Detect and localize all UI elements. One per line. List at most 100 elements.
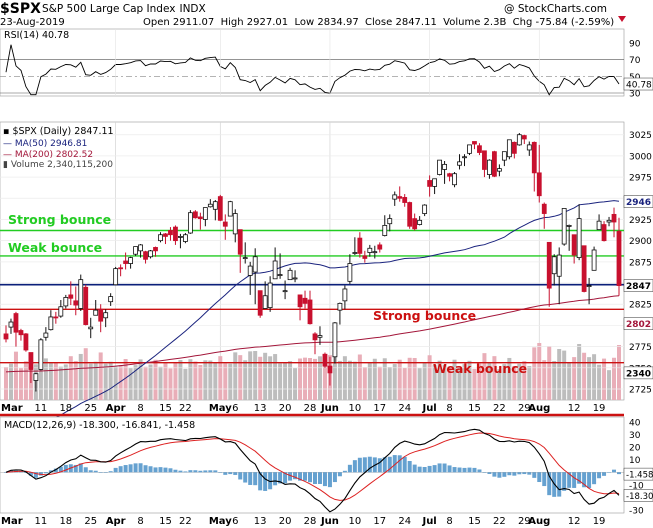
x-axis-macd: Mar 11 18 25 Apr 8 15 22 May 6 13 20 28 Jun 10 17 24 Jul 8… bbox=[1, 516, 605, 527]
candle-body bbox=[322, 353, 328, 367]
x-tick-label: 6 bbox=[232, 403, 238, 414]
candle-body bbox=[467, 144, 472, 154]
annotation-strong-bounce-red: Strong bounce bbox=[373, 308, 476, 323]
macd-hist-bar bbox=[63, 464, 68, 473]
candle-body bbox=[222, 221, 228, 227]
macd-hist-bar bbox=[397, 455, 402, 473]
down-triangle-icon bbox=[618, 16, 626, 22]
price-panel: 3025300029752950292529002875285028252800… bbox=[0, 29, 653, 513]
candle-body bbox=[43, 332, 49, 338]
candle-body bbox=[212, 201, 218, 210]
candle-body bbox=[277, 274, 283, 276]
candle-body bbox=[551, 256, 557, 275]
macd-hist-bar bbox=[78, 463, 83, 473]
candle-body bbox=[541, 203, 547, 214]
volume-bar bbox=[128, 368, 133, 400]
volume-bar bbox=[517, 363, 522, 400]
candle-body bbox=[372, 251, 378, 254]
volume-bar bbox=[258, 356, 263, 400]
macd-hist-bar bbox=[228, 472, 233, 475]
candle-body bbox=[596, 220, 602, 231]
macd-hist-bar bbox=[392, 455, 397, 473]
macd-hist-bar bbox=[263, 472, 268, 491]
candle-body bbox=[422, 204, 428, 214]
candle-body bbox=[68, 294, 74, 299]
volume-bar bbox=[547, 346, 552, 400]
candle-body bbox=[382, 225, 388, 236]
candle-body bbox=[183, 234, 188, 242]
macd-hist-bar bbox=[213, 470, 218, 473]
x-tick-label: 17 bbox=[373, 403, 386, 414]
macd-hist-bar bbox=[462, 467, 467, 473]
candle-body bbox=[138, 244, 143, 252]
candle-body bbox=[377, 244, 383, 250]
candle-body bbox=[526, 144, 532, 151]
candle-body bbox=[217, 196, 223, 221]
candle-body bbox=[432, 178, 438, 187]
volume-bar bbox=[283, 362, 288, 400]
macd-hist-bar bbox=[148, 466, 153, 473]
volume-bar bbox=[248, 351, 253, 400]
volume-bar bbox=[4, 367, 8, 400]
candle-body bbox=[462, 156, 467, 159]
macd-tick-label: 40 bbox=[629, 419, 641, 429]
candle-body bbox=[13, 313, 19, 333]
volume-bar bbox=[13, 351, 18, 400]
x-tick-label: 28 bbox=[304, 403, 317, 414]
volume-bar bbox=[467, 360, 472, 400]
macd-hist-bar bbox=[233, 472, 238, 475]
volume-bar bbox=[402, 367, 407, 400]
macd-hist-bar bbox=[572, 472, 577, 488]
x-tick-label: Mar bbox=[1, 403, 23, 414]
volume-bar bbox=[317, 356, 322, 400]
macd-hist-bar bbox=[352, 460, 357, 473]
candle-body bbox=[312, 333, 318, 341]
volume-bar bbox=[577, 344, 582, 400]
price-tick-label: 2900 bbox=[629, 237, 652, 247]
x-tick-label-bottom: 22 bbox=[179, 516, 192, 527]
volume-bar bbox=[133, 365, 138, 400]
macd-hist-bar bbox=[507, 472, 512, 476]
macd-hist-bar bbox=[497, 472, 502, 478]
x-tick-label-bottom: 15 bbox=[468, 516, 481, 527]
volume-bar bbox=[193, 361, 198, 400]
volume-bar bbox=[382, 358, 387, 400]
macd-hist-bar bbox=[153, 467, 158, 473]
macd-tick-label: 20 bbox=[629, 444, 641, 454]
macd-hist-bar bbox=[542, 472, 547, 487]
x-tick-label-bottom: 28 bbox=[304, 516, 317, 527]
volume-bar bbox=[502, 364, 507, 400]
price-tick-label: 3000 bbox=[629, 152, 652, 162]
macd-hist-bar bbox=[243, 472, 248, 483]
candle-body bbox=[392, 194, 398, 200]
macd-hist-bar bbox=[417, 466, 422, 473]
macd-hist-bar bbox=[173, 469, 178, 473]
candle-body bbox=[556, 254, 562, 277]
macd-hist-bar bbox=[123, 465, 128, 473]
macd-hist-bar bbox=[487, 472, 492, 474]
ma50-tag: 2946 bbox=[626, 198, 651, 208]
candle-body bbox=[237, 229, 243, 255]
macd-hist-bar bbox=[377, 458, 382, 473]
candle-body bbox=[128, 257, 133, 264]
macd-hist-bar bbox=[253, 472, 258, 486]
volume-bar bbox=[612, 357, 617, 400]
volume-bar bbox=[492, 356, 497, 400]
x-tick-label: Jul bbox=[421, 403, 436, 414]
macd-hist-bar bbox=[53, 468, 58, 473]
x-tick-label: Jun bbox=[320, 403, 339, 414]
candle-body bbox=[402, 197, 408, 203]
macd-hist-bar bbox=[437, 463, 442, 473]
x-tick-label-bottom: Apr bbox=[106, 516, 126, 527]
macd-hist-bar bbox=[597, 472, 602, 479]
candle-body bbox=[442, 163, 447, 170]
rsi-frame bbox=[0, 28, 625, 97]
macd-hist-bar bbox=[288, 472, 293, 481]
x-tick-label: 29 bbox=[518, 403, 531, 414]
macd-hist-bar bbox=[577, 472, 582, 484]
volume-bar bbox=[138, 359, 143, 400]
candle-body bbox=[561, 208, 567, 245]
candle-body bbox=[566, 225, 572, 227]
candle-body bbox=[477, 145, 482, 153]
volume-bar bbox=[53, 362, 58, 400]
